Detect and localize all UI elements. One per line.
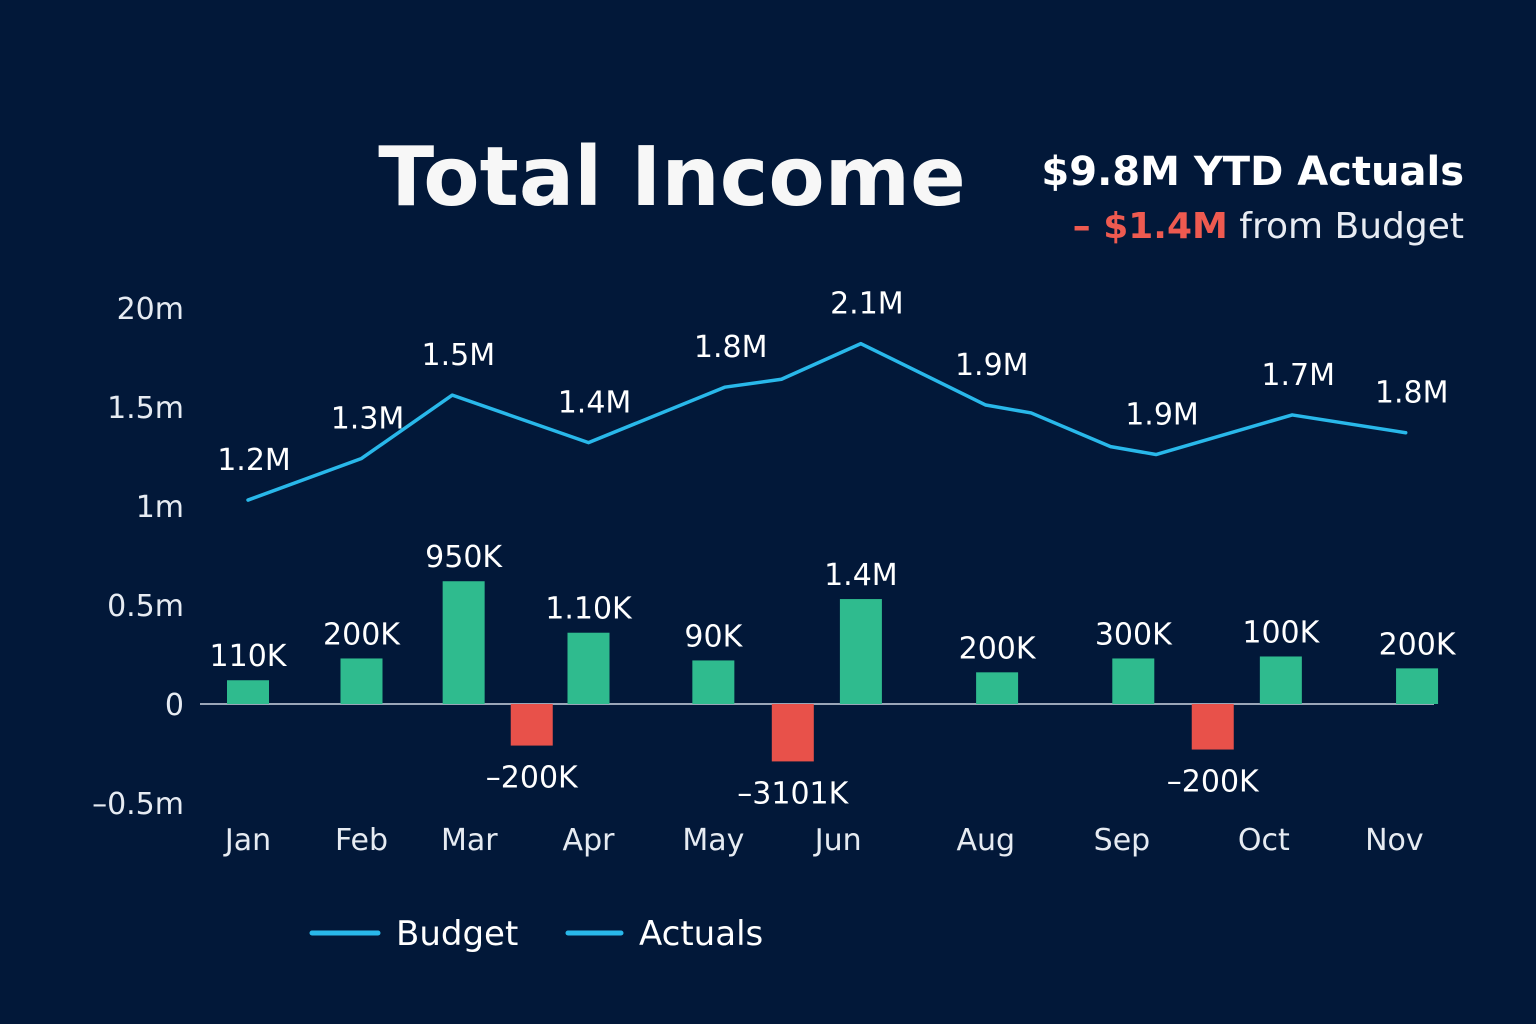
- variance-bar: [771, 704, 814, 762]
- variance-bar: [442, 581, 485, 704]
- budget-variance-suffix: from Budget: [1228, 206, 1464, 247]
- income-line-series: [246, 341, 1408, 502]
- line-data-label: 1.5M: [422, 338, 496, 373]
- legend-actuals-label: Actuals: [639, 914, 763, 954]
- bar-data-label: –3101K: [737, 776, 849, 811]
- bar-data-label: 1.4M: [824, 558, 898, 593]
- variance-bar: [340, 658, 383, 704]
- line-data-label: 1.8M: [1375, 376, 1449, 411]
- y-tick-label: 0: [165, 688, 184, 723]
- line-data-label: 2.1M: [830, 287, 904, 322]
- income-line: [246, 341, 1408, 502]
- variance-bar: [567, 632, 610, 704]
- x-tick-label: Apr: [563, 823, 616, 858]
- line-data-label: 1.7M: [1261, 358, 1335, 393]
- variance-bars: [227, 581, 1439, 762]
- y-tick-label: –0.5m: [92, 787, 184, 822]
- variance-bar: [692, 660, 735, 704]
- budget-variance-kpi: – $1.4M from Budget: [1073, 206, 1464, 247]
- x-tick-label: Jan: [223, 823, 271, 858]
- income-line-labels: 1.2M 1.3M 1.5M 1.4M 1.8M 2.1M 1.9M 1.9M 1.7M 1.8M: [217, 287, 1448, 478]
- bar-data-label: –200K: [1167, 765, 1260, 800]
- bar-data-label: 300K: [1095, 617, 1173, 652]
- x-axis: Jan Feb Mar Apr May Jun Aug Sep Oct Nov: [223, 823, 1424, 858]
- x-tick-label: Jun: [813, 823, 862, 858]
- variance-bar-labels: 110K 200K 950K –200K 1.10K 90K –3101K 1.4M 200K 3…: [210, 540, 1457, 811]
- x-tick-label: Oct: [1238, 823, 1290, 858]
- variance-bar: [1396, 668, 1439, 704]
- bar-data-label: 110K: [210, 639, 288, 674]
- x-tick-label: Nov: [1365, 823, 1424, 858]
- bar-data-label: 90K: [684, 619, 743, 654]
- y-axis: 20m 1.5m 1m 0.5m 0 –0.5m: [92, 292, 184, 822]
- line-data-label: 1.3M: [331, 401, 405, 436]
- bar-data-label: 950K: [425, 540, 503, 575]
- x-tick-label: May: [682, 823, 744, 858]
- legend: Budget Actuals: [309, 914, 763, 954]
- line-data-label: 1.2M: [217, 443, 291, 478]
- y-tick-label: 20m: [117, 292, 184, 327]
- bar-data-label: 200K: [323, 617, 401, 652]
- variance-bar: [1191, 704, 1234, 750]
- y-tick-label: 1m: [136, 490, 184, 525]
- x-tick-label: Aug: [956, 823, 1015, 858]
- line-data-label: 1.9M: [1125, 398, 1199, 433]
- x-tick-label: Mar: [441, 823, 498, 858]
- chart-title: Total Income: [378, 130, 965, 225]
- variance-bar: [839, 599, 882, 704]
- bar-data-label: 1.10K: [545, 592, 633, 627]
- bar-data-label: 200K: [1379, 627, 1457, 662]
- x-tick-label: Feb: [335, 823, 388, 858]
- y-tick-label: 0.5m: [107, 589, 184, 624]
- ytd-actuals-kpi: $9.8M YTD Actuals: [1041, 149, 1464, 195]
- bar-data-label: 100K: [1242, 615, 1320, 650]
- bar-data-label: –200K: [486, 761, 579, 796]
- variance-bar: [510, 704, 553, 746]
- line-data-label: 1.4M: [558, 386, 632, 421]
- variance-bar: [1259, 656, 1302, 704]
- legend-budget-label: Budget: [396, 914, 518, 954]
- variance-bar: [976, 672, 1019, 704]
- bar-data-label: 200K: [959, 631, 1037, 666]
- variance-bar: [1112, 658, 1155, 704]
- budget-variance-amount: – $1.4M: [1073, 206, 1228, 247]
- x-tick-label: Sep: [1094, 823, 1151, 858]
- variance-bar: [227, 680, 269, 704]
- y-tick-label: 1.5m: [107, 391, 184, 426]
- line-data-label: 1.8M: [694, 330, 768, 365]
- line-data-label: 1.9M: [955, 348, 1029, 383]
